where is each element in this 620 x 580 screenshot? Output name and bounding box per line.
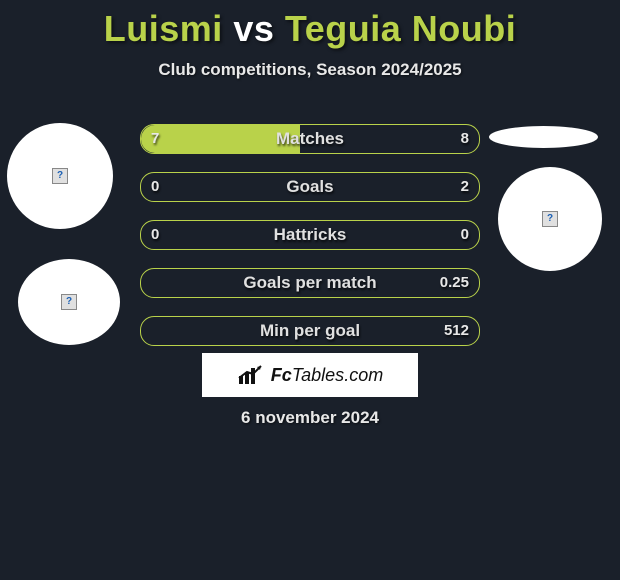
player2-name: Teguia Noubi: [285, 8, 516, 49]
stat-value-left: 0: [151, 221, 159, 249]
image-placeholder-icon: ?: [542, 211, 558, 227]
fctables-logo[interactable]: FcTables.com: [202, 353, 418, 397]
stat-row: 0Goals2: [140, 172, 480, 202]
comparison-date: 6 november 2024: [0, 408, 620, 428]
stat-row: 7Matches8: [140, 124, 480, 154]
player1-photo-large: ?: [7, 123, 113, 229]
stat-value-right: 2: [461, 173, 469, 201]
comparison-title: Luismi vs Teguia Noubi: [0, 0, 620, 50]
stat-value-left: 7: [151, 125, 159, 153]
vs-text: vs: [233, 8, 274, 49]
stat-label: Min per goal: [141, 317, 479, 345]
stat-label: Hattricks: [141, 221, 479, 249]
player2-photo-large: ?: [498, 167, 602, 271]
stat-label: Goals: [141, 173, 479, 201]
stat-row: Min per goal512: [140, 316, 480, 346]
stat-value-right: 512: [444, 317, 469, 345]
stat-value-left: 0: [151, 173, 159, 201]
stat-value-right: 0: [461, 221, 469, 249]
stat-row: 0Hattricks0: [140, 220, 480, 250]
stat-label: Matches: [141, 125, 479, 153]
player1-name: Luismi: [104, 8, 223, 49]
stat-value-right: 8: [461, 125, 469, 153]
stat-label: Goals per match: [141, 269, 479, 297]
chart-icon: [237, 364, 265, 386]
stat-value-right: 0.25: [440, 269, 469, 297]
image-placeholder-icon: ?: [61, 294, 77, 310]
player1-photo-small: ?: [18, 259, 120, 345]
subtitle: Club competitions, Season 2024/2025: [0, 60, 620, 80]
player2-ellipse: [489, 126, 598, 148]
logo-text: FcTables.com: [271, 365, 383, 386]
image-placeholder-icon: ?: [52, 168, 68, 184]
stat-row: Goals per match0.25: [140, 268, 480, 298]
stats-container: 7Matches80Goals20Hattricks0Goals per mat…: [140, 124, 480, 364]
